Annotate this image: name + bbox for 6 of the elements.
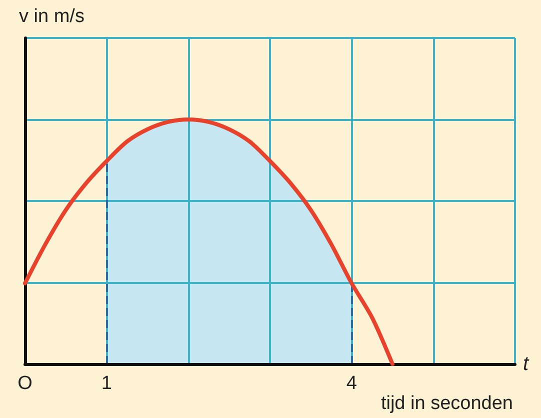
x-tick-label: O — [18, 373, 32, 394]
y-axis-title: v in m/s — [19, 6, 84, 27]
text: tijd in seconden — [380, 393, 514, 414]
x-tick-label: 1 — [101, 373, 112, 394]
x-axis-title: t — [523, 353, 530, 375]
x-tick-label: 4 — [346, 373, 358, 394]
